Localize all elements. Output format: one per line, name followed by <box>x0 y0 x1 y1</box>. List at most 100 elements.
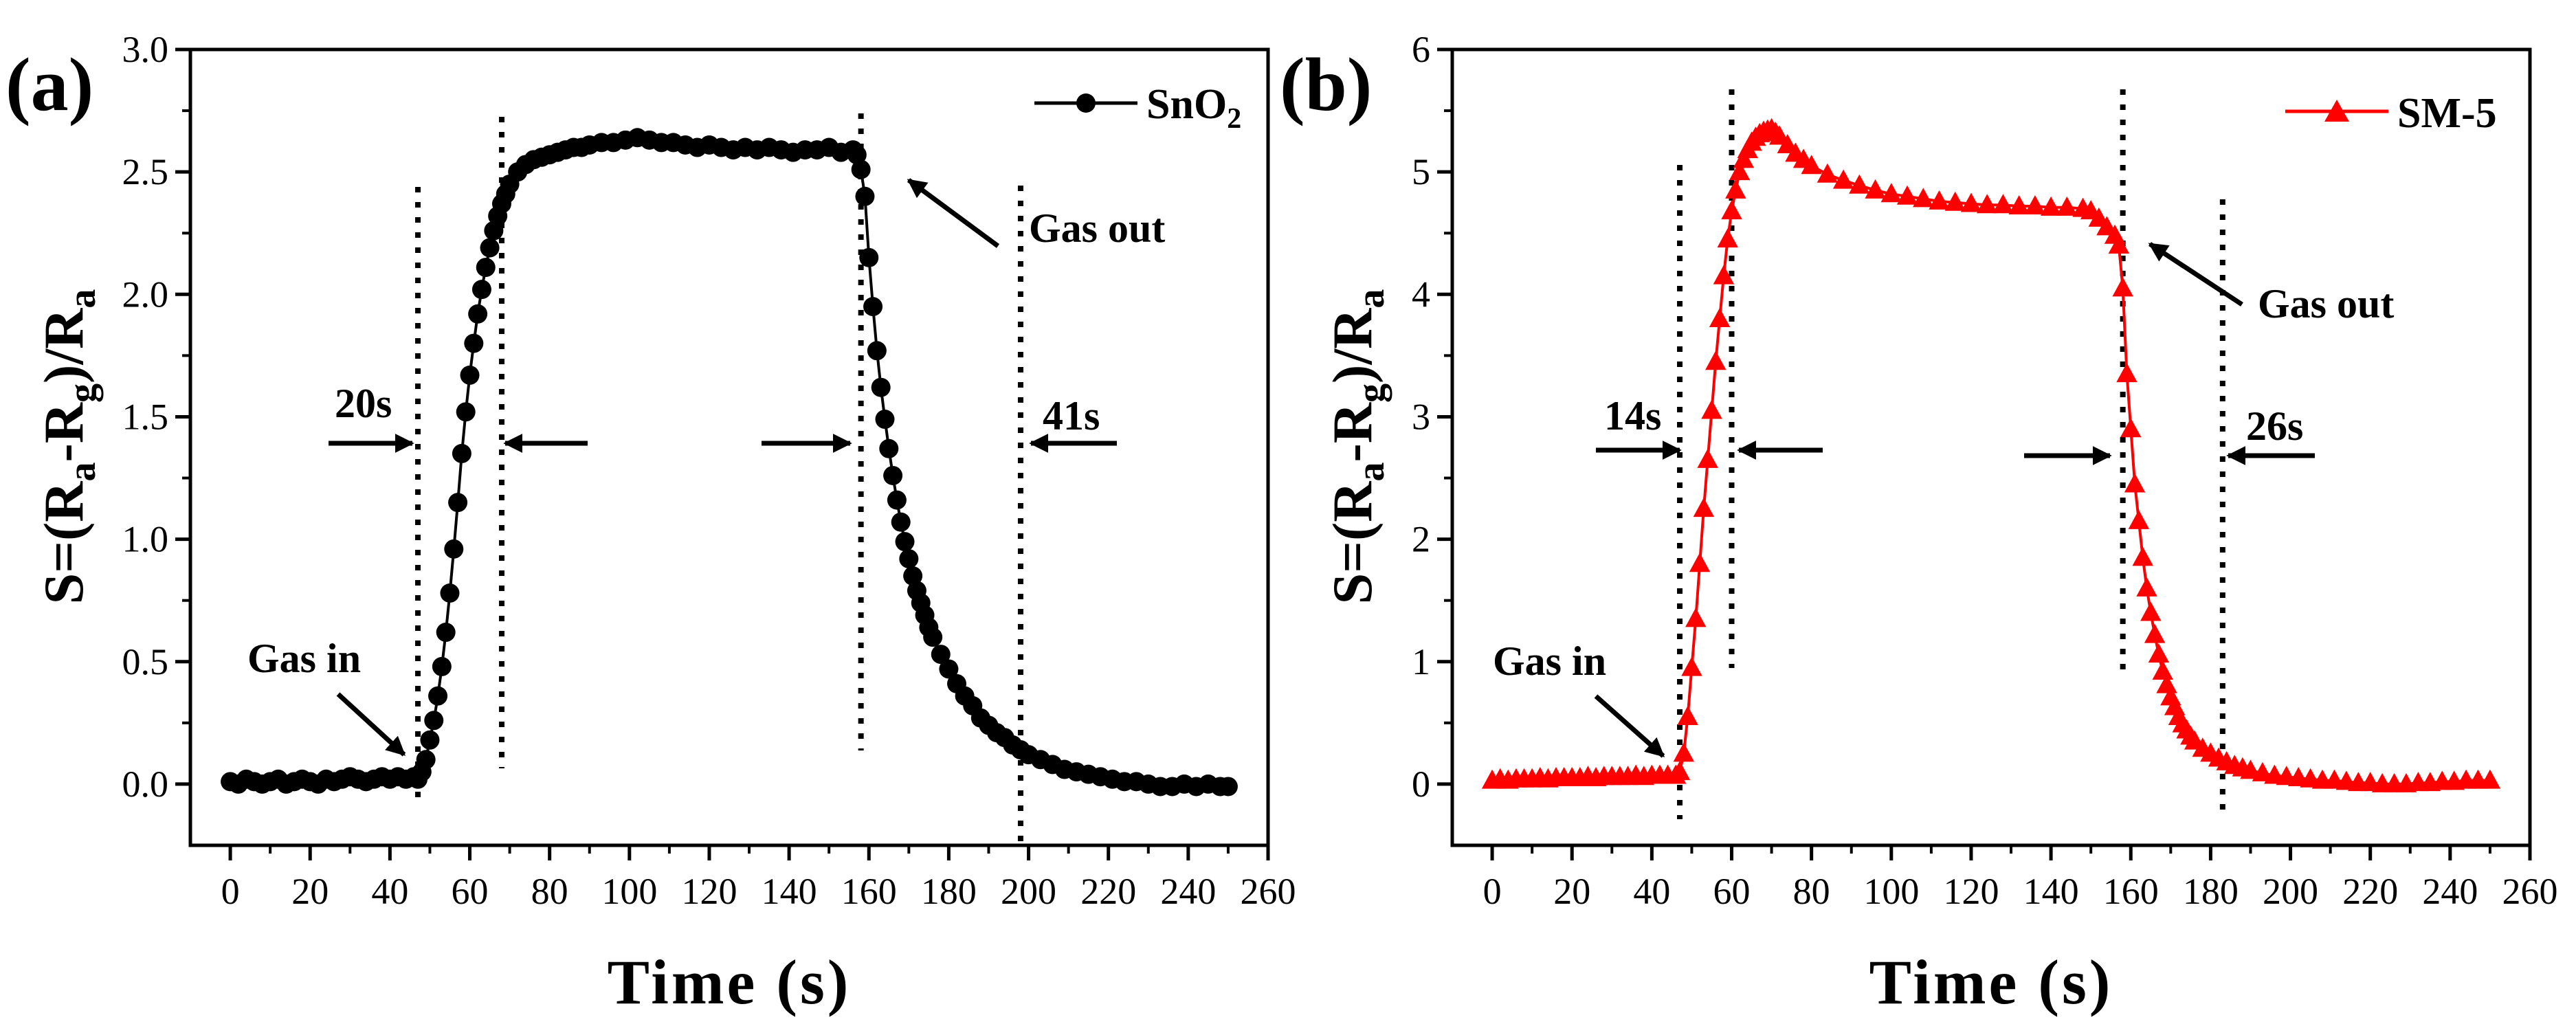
data-point-b <box>2252 761 2274 781</box>
y-axis-title-b: S=(Ra-Rg)/Ra <box>1321 289 1392 605</box>
axis-ticks-a: 0 20 40 60 80 100 120 140 160 180 200 220 240 260 0.0 0… <box>122 29 1296 912</box>
data-point-b <box>1733 148 1755 168</box>
legend-label-b: SM-5 <box>2397 90 2497 137</box>
gas-out-arrow-a <box>907 178 1000 248</box>
data-point-b <box>1817 163 1839 183</box>
data-point-b <box>2120 418 2142 438</box>
plot-frame-a <box>188 47 1270 847</box>
series-snO2 <box>221 128 1238 797</box>
legend-marker-a <box>1076 93 1096 113</box>
data-point-a <box>863 297 883 317</box>
data-point-b <box>1913 188 1934 208</box>
data-point-b <box>2136 577 2157 597</box>
data-point-b <box>2024 195 2046 215</box>
data-point-b <box>2124 473 2146 493</box>
x-tick-label-b: 260 <box>2502 871 2558 912</box>
data-point-b <box>1929 190 1950 210</box>
data-point-a <box>452 443 471 463</box>
data-point-b <box>1689 553 1711 572</box>
data-point-b <box>1681 656 1702 676</box>
gas-in-label-a: Gas in <box>247 636 361 681</box>
data-point-a <box>428 686 448 706</box>
data-point-a <box>903 566 923 586</box>
data-point-b <box>1801 155 1822 175</box>
data-point-b <box>1709 307 1731 327</box>
y-tick-label-a: 1.5 <box>122 396 169 437</box>
y-tick-label-b: 5 <box>1412 151 1430 192</box>
y-tick-label-a: 0.5 <box>122 641 169 682</box>
data-point-a <box>923 627 943 647</box>
legend-marker-b <box>2324 100 2349 122</box>
data-point-a <box>471 280 491 300</box>
data-point-b <box>1701 399 1722 419</box>
data-point-a <box>424 711 444 731</box>
data-point-b <box>2128 509 2150 529</box>
gas-in-label-b: Gas in <box>1493 638 1606 684</box>
x-tick-label-a: 180 <box>921 871 977 912</box>
y-axis-title-a: S=(Ra-Rg)/Ra <box>32 289 104 605</box>
y-tick-label-b: 0 <box>1412 764 1430 805</box>
x-tick-label-a: 40 <box>371 871 408 912</box>
x-tick-label-b: 40 <box>1633 871 1670 912</box>
data-point-a <box>847 145 867 165</box>
y-tick-label-a: 1.0 <box>122 519 169 560</box>
gas-out-label-b: Gas out <box>2258 281 2394 326</box>
data-point-b <box>1944 191 1966 211</box>
data-point-b <box>1717 228 1738 248</box>
data-point-a <box>448 493 468 513</box>
data-point-b <box>1697 448 1718 468</box>
gas-in-arrow-b <box>1594 694 1665 758</box>
x-tick-label-a: 220 <box>1080 871 1136 912</box>
y-tick-label-b: 6 <box>1412 29 1430 70</box>
gas-out-label-a: Gas out <box>1029 205 1165 251</box>
data-point-a <box>460 365 480 385</box>
x-tick-label-a: 60 <box>452 871 489 912</box>
y-tick-label-a: 0.0 <box>122 764 169 805</box>
panel-label-b: (b) <box>1280 43 1372 126</box>
data-point-a <box>440 583 460 603</box>
gas-in-arrow-a <box>336 692 406 757</box>
y-tick-label-a: 3.0 <box>122 29 169 70</box>
data-point-a <box>899 549 919 569</box>
x-tick-label-a: 160 <box>841 871 897 912</box>
data-point-a <box>887 490 907 510</box>
guide-lines-b <box>1677 89 2225 819</box>
data-point-b <box>1880 183 1902 203</box>
data-point-b <box>2479 769 2501 789</box>
data-point-a <box>939 659 959 679</box>
data-point-b <box>1673 742 1695 762</box>
data-point-a <box>468 304 488 324</box>
y-tick-label-b: 1 <box>1412 641 1430 682</box>
data-point-a <box>931 645 951 665</box>
data-point-b <box>1832 169 1854 189</box>
data-point-a <box>871 377 891 397</box>
data-point-a <box>444 539 464 559</box>
x-tick-label-a: 240 <box>1160 871 1216 912</box>
data-point-b <box>2144 623 2166 643</box>
data-point-b <box>2056 196 2078 216</box>
series-sm5 <box>1481 118 2501 792</box>
guide-lines-a <box>415 113 1023 842</box>
x-tick-label-b: 60 <box>1713 871 1751 912</box>
data-point-a <box>480 238 500 258</box>
data-point-b <box>1725 179 1746 199</box>
panel-b: 0 20 40 60 80 100 120 140 160 180 200 220 240 260 0 1 2 3… <box>1280 29 2558 1017</box>
data-point-a <box>867 341 887 361</box>
response-time-label-a: 20s <box>335 381 392 426</box>
x-tick-label-b: 80 <box>1793 871 1830 912</box>
data-point-b <box>1976 194 1998 214</box>
legend-label-a: SnO2 <box>1146 81 1241 135</box>
x-axis-title-b: Time (s) <box>1869 947 2113 1017</box>
x-tick-label-a: 80 <box>531 871 568 912</box>
data-point-a <box>883 465 903 485</box>
data-point-b <box>2112 277 2133 297</box>
x-tick-label-b: 200 <box>2263 871 2318 912</box>
y-tick-label-b: 2 <box>1412 519 1430 560</box>
data-point-b <box>1713 265 1735 285</box>
data-point-a <box>891 512 911 532</box>
data-point-b <box>2008 195 2030 215</box>
x-tick-label-b: 0 <box>1483 871 1502 912</box>
data-point-b <box>1729 161 1751 181</box>
data-point-a <box>875 410 895 430</box>
